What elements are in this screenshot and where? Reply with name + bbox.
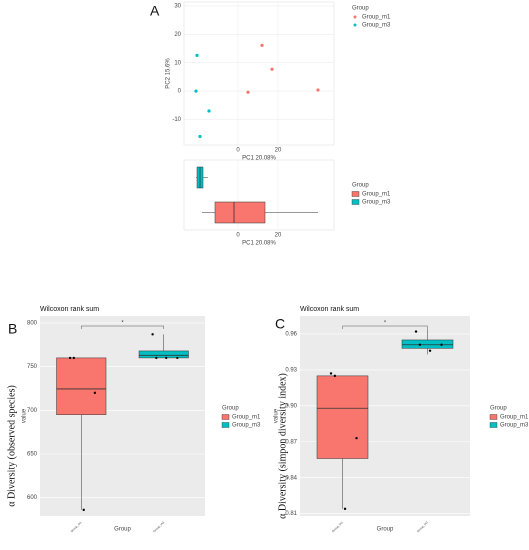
y-tick-label: 10 [174, 60, 181, 66]
legend-key [221, 422, 230, 428]
plot-panel [40, 316, 205, 516]
point [246, 90, 250, 94]
plot-panel [183, 1, 335, 146]
y-tick-label: 30 [174, 4, 181, 10]
point [316, 88, 320, 92]
y-axis-outer-label: α Diversity (simpon diversity index) [277, 373, 288, 519]
x-tick-label: Group_m1 [70, 520, 83, 533]
x-tick-label: 0 [236, 148, 240, 154]
y-axis-outer-label: α Diversity (observed species) [6, 385, 17, 507]
box [56, 357, 107, 415]
y-tick-label: 20 [174, 32, 181, 38]
panel-label: B [8, 321, 17, 337]
y-tick-label: 800 [27, 321, 38, 327]
y-tick-label: 0.87 [285, 439, 297, 445]
point [93, 391, 97, 395]
point [260, 43, 264, 48]
legend-key [351, 191, 360, 197]
legend-label: Group_m1 [362, 15, 391, 21]
legend-label: Group_m3 [362, 200, 391, 206]
legend-title: Group [352, 183, 369, 189]
point [329, 372, 333, 375]
point [165, 356, 168, 360]
legend-label: Group_m3 [232, 423, 261, 429]
x-tick-label: 0 [236, 233, 240, 239]
y-tick-label: 0.93 [285, 367, 297, 373]
point [176, 356, 179, 360]
y-tick-label: 650 [27, 452, 38, 458]
y-axis-label: value [274, 408, 280, 423]
point [68, 356, 72, 360]
point [414, 330, 418, 333]
chart-title: Wilcoxon rank sum [300, 306, 359, 313]
box [316, 375, 369, 459]
x-tick-label: Group_m1 [331, 520, 344, 533]
y-tick-label: 600 [27, 495, 38, 501]
point [428, 349, 432, 352]
y-tick-label: 0.90 [285, 403, 297, 409]
legend-key [489, 422, 498, 428]
point [355, 436, 358, 440]
y-tick-label: 0.84 [285, 475, 297, 481]
point [270, 67, 274, 71]
legend-title: Group [490, 406, 507, 412]
y-tick-label: 0 [178, 89, 182, 95]
x-tick-label: Group_m3 [152, 520, 165, 533]
significance-label: * [121, 321, 124, 327]
y-tick-label: 0.81 [285, 511, 297, 517]
legend-label: Group_m3 [362, 23, 391, 29]
y-axis-label: PC2 15.6% [166, 58, 172, 89]
legend-title: Group [352, 6, 369, 12]
panel-label: C [275, 316, 285, 332]
point [155, 356, 158, 360]
box [401, 339, 454, 349]
significance-bracket [81, 325, 164, 329]
panel-label: A [150, 3, 160, 19]
y-tick-label: -10 [172, 117, 181, 123]
x-axis-label: PC1 20.08% [242, 156, 276, 162]
x-axis-label: PC1 20.08% [242, 241, 276, 247]
point [195, 53, 199, 57]
point [72, 356, 76, 360]
x-axis-label: Group [377, 527, 394, 533]
point [207, 109, 211, 113]
legend-key [489, 414, 498, 420]
point [194, 89, 198, 93]
legend-key [221, 414, 230, 420]
legend-label: Group_m3 [500, 423, 529, 429]
y-axis-label: value [22, 408, 28, 423]
x-axis-label: Group [114, 527, 131, 533]
legend-title: Group [222, 406, 239, 412]
y-tick-label: 700 [27, 408, 38, 414]
x-tick-label: Group_m3 [416, 520, 429, 533]
point [333, 374, 337, 378]
point [343, 507, 347, 511]
point [440, 343, 443, 346]
point [198, 134, 202, 139]
legend-key [351, 199, 360, 205]
x-tick-label: 20 [275, 148, 282, 154]
point [82, 508, 85, 512]
x-tick-label: 20 [275, 233, 282, 239]
significance-label: * [384, 321, 387, 327]
y-tick-label: 750 [27, 364, 38, 370]
box [214, 201, 266, 224]
chart-title: Wilcoxon rank sum [40, 306, 99, 313]
box [138, 350, 189, 359]
legend-label: Group_m1 [500, 415, 529, 421]
y-tick-label: 0.96 [285, 332, 297, 338]
significance-bracket [342, 325, 428, 329]
point [151, 333, 154, 336]
legend-label: Group_m1 [362, 192, 391, 198]
legend-key [353, 15, 357, 19]
legend-label: Group_m1 [232, 415, 261, 421]
legend-key [353, 23, 357, 27]
point [418, 343, 422, 346]
